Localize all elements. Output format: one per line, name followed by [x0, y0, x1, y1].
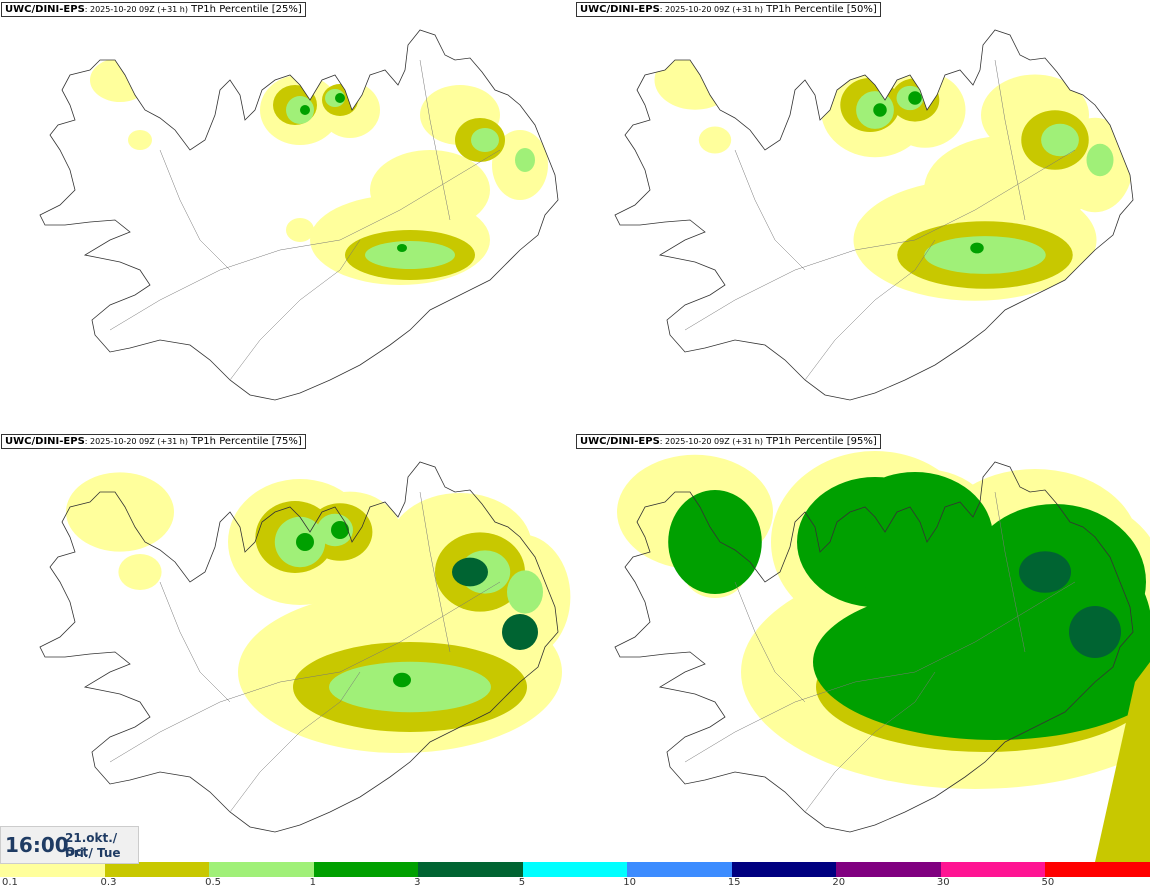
- legend-tick-label: 0.5: [205, 877, 221, 888]
- panel-title: UWC/DINI-EPS: 2025-10-20 09Z (+31 h) TP1…: [576, 2, 881, 17]
- legend-swatch: [104, 862, 210, 877]
- precip-area: [300, 105, 310, 115]
- precip-area: [970, 242, 984, 254]
- road-line: [419, 491, 451, 653]
- road-line: [734, 149, 806, 271]
- road-line: [109, 581, 501, 763]
- legend-swatch: [0, 862, 105, 877]
- precip-area: [118, 554, 162, 590]
- road-line: [804, 239, 936, 381]
- precip-area: [128, 130, 152, 150]
- legend-swatch: [209, 862, 314, 877]
- legend-tick-label: 30: [936, 877, 950, 888]
- legend-tick-label: 50: [1041, 877, 1055, 888]
- color-legend: [0, 862, 1150, 877]
- road-line: [684, 581, 1076, 763]
- precip-area: [296, 533, 314, 551]
- precip-area: [331, 521, 349, 539]
- precip-area: [452, 557, 488, 587]
- precip-area: [397, 244, 407, 252]
- precip-area: [873, 103, 887, 117]
- panel-title: UWC/DINI-EPS: 2025-10-20 09Z (+31 h) TP1…: [1, 2, 306, 17]
- road-line: [229, 671, 361, 813]
- legend-swatch: [627, 862, 732, 877]
- coastline: [39, 461, 559, 833]
- precip-area: [370, 150, 490, 230]
- road-line: [994, 491, 1026, 653]
- precip-area: [924, 236, 1046, 274]
- precip-area: [335, 93, 345, 103]
- precip-area: [668, 490, 762, 594]
- road-line: [684, 149, 1076, 331]
- panel-title: UWC/DINI-EPS: 2025-10-20 09Z (+31 h) TP1…: [576, 434, 881, 449]
- precip-area: [515, 148, 535, 172]
- panel-title: UWC/DINI-EPS: 2025-10-20 09Z (+31 h) TP1…: [1, 434, 306, 449]
- legend-tick-label: 0.1: [2, 877, 18, 888]
- map-panel-p25: UWC/DINI-EPS: 2025-10-20 09Z (+31 h) TP1…: [0, 0, 575, 430]
- road-line: [994, 59, 1026, 221]
- legend-swatch: [836, 862, 941, 877]
- valid-date: 21.okt./ Oct: [65, 831, 118, 859]
- legend-swatch: [731, 862, 837, 877]
- legend-tick-label: 0.3: [100, 877, 117, 888]
- valid-weekday: Þri./ Tue: [65, 846, 121, 860]
- precip-area: [698, 126, 732, 154]
- legend-swatch: [313, 862, 419, 877]
- legend-tick-label: 10: [623, 877, 636, 888]
- precip-area: [1041, 123, 1079, 157]
- road-line: [419, 59, 451, 221]
- precip-area: [393, 672, 411, 688]
- road-line: [159, 581, 231, 703]
- legend-tick-label: 20: [832, 877, 846, 888]
- map-panel-p75: UWC/DINI-EPS: 2025-10-20 09Z (+31 h) TP1…: [0, 432, 575, 862]
- precip-map: [39, 461, 571, 833]
- map-panel-p95: UWC/DINI-EPS: 2025-10-20 09Z (+31 h) TP1…: [575, 432, 1150, 862]
- coastline: [39, 29, 559, 401]
- valid-time-box: 16:00 21.okt./ Oct Þri./ Tue: [0, 826, 139, 864]
- precip-area: [365, 241, 455, 269]
- legend-swatch: [1045, 862, 1150, 877]
- valid-time: 16:00: [5, 833, 69, 857]
- road-line: [109, 149, 501, 331]
- legend-tick-label: 5: [518, 877, 526, 888]
- road-line: [229, 239, 361, 381]
- precip-map: [39, 29, 559, 401]
- precip-area: [837, 472, 993, 602]
- legend-swatch: [522, 862, 628, 877]
- coastline: [614, 461, 1134, 833]
- legend-tick-label: 3: [414, 877, 421, 888]
- legend-tick-label: 15: [727, 877, 741, 888]
- map-panel-p50: UWC/DINI-EPS: 2025-10-20 09Z (+31 h) TP1…: [575, 0, 1150, 430]
- precip-area: [856, 213, 894, 247]
- coastline: [614, 29, 1134, 401]
- precip-area: [1086, 143, 1114, 177]
- legend-swatch: [940, 862, 1046, 877]
- legend-swatch: [418, 862, 523, 877]
- road-line: [804, 671, 936, 813]
- precip-area: [502, 614, 538, 650]
- legend-ticks: 0.1 0.3 0.5 1 3 5 10 15 20 30 50: [0, 877, 1150, 891]
- precip-map: [614, 451, 1150, 862]
- road-line: [734, 581, 806, 703]
- precip-map: [614, 29, 1134, 401]
- precip-area: [90, 58, 150, 102]
- legend-tick-label: 1: [309, 877, 316, 888]
- precip-area: [471, 128, 499, 152]
- precip-area: [286, 218, 314, 242]
- precip-area: [66, 472, 174, 552]
- precip-area: [654, 50, 736, 110]
- precip-area: [1019, 551, 1071, 593]
- precip-area: [1095, 662, 1150, 862]
- precip-area: [908, 91, 922, 105]
- precip-area: [507, 570, 543, 614]
- precip-area: [1069, 606, 1121, 658]
- road-line: [159, 149, 231, 271]
- precip-area: [329, 661, 491, 713]
